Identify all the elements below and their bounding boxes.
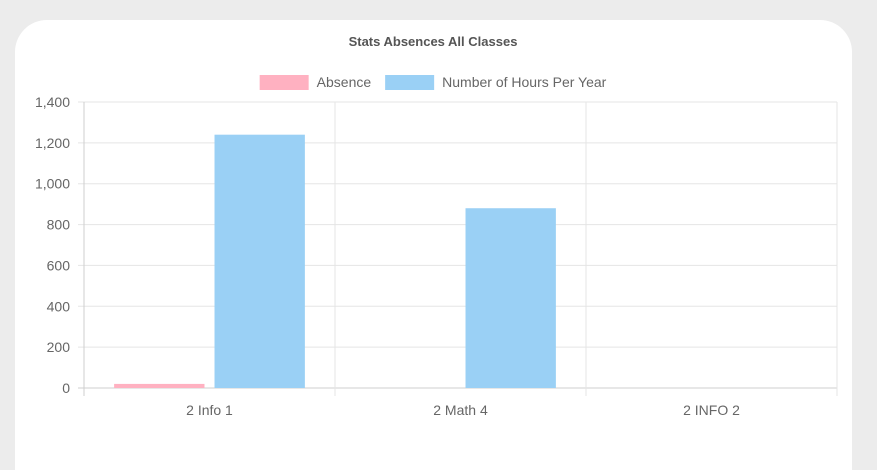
legend-item[interactable]: Number of Hours Per Year [385,74,607,90]
bar-absence[interactable] [114,383,205,388]
legend-swatch [259,75,309,90]
y-tick-label: 200 [47,339,71,355]
y-tick-label: 1,000 [35,176,70,192]
legend-label: Number of Hours Per Year [442,74,607,90]
chart-title: Stats Absences All Classes [349,34,518,49]
x-tick-label: 2 Math 4 [433,402,488,418]
x-tick-label: 2 Info 1 [186,402,233,418]
bar-hours[interactable] [214,134,305,388]
y-tick-label: 400 [47,298,71,314]
y-tick-label: 1,400 [35,94,70,110]
y-tick-label: 800 [47,217,71,233]
legend-swatch [385,75,435,90]
bar-chart: Stats Absences All Classes Absence Number… [35,34,838,418]
y-tick-label: 0 [62,380,70,396]
x-tick-label: 2 INFO 2 [683,402,740,418]
legend-label: Absence [317,74,372,90]
grid [78,101,838,396]
axes: 0 200 400 600 800 1,000 1,200 1,400 2 Info 1 2 Ma… [35,94,740,418]
bar-hours[interactable] [465,208,556,388]
chart-card: Stats Absences All Classes Absence Number… [15,20,852,470]
y-tick-label: 1,200 [35,135,70,151]
legend-item[interactable]: Absence [259,74,372,90]
bars [114,134,556,388]
y-tick-label: 600 [47,257,71,273]
legend: Absence Number of Hours Per Year [259,74,607,90]
